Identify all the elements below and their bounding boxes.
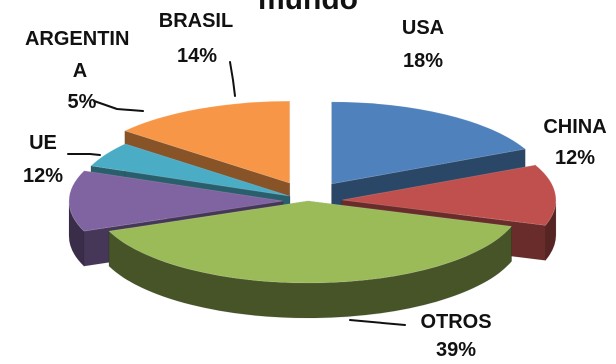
chart-title: mundo bbox=[258, 0, 358, 16]
slice-value-otros: 39% bbox=[436, 339, 476, 359]
slice-label-ue: UE bbox=[29, 132, 57, 154]
pie-slice-brasil-top bbox=[123, 100, 291, 184]
leader-line-ue bbox=[67, 153, 101, 156]
leader-line-brasil bbox=[229, 61, 236, 97]
pie-slice-argentina-top bbox=[90, 143, 291, 197]
slice-value-usa: 18% bbox=[403, 50, 443, 72]
slice-label-argentina: ARGENTIN A bbox=[25, 28, 135, 82]
slice-label-usa: USA bbox=[402, 17, 444, 39]
slice-value-argentina: 5% bbox=[68, 91, 97, 113]
slice-label-argentina-line-1: ARGENTIN bbox=[25, 28, 129, 50]
slice-label-otros: OTROS bbox=[420, 311, 491, 333]
pie-slice-usa-top bbox=[331, 101, 527, 185]
slice-label-argentina-line-2: A bbox=[73, 60, 87, 82]
leader-line-otros bbox=[349, 319, 406, 326]
pie-slice-ue-top bbox=[68, 170, 284, 232]
slice-label-china: CHINA bbox=[543, 116, 606, 138]
pie-slice-otros bbox=[108, 200, 513, 319]
slice-value-china: 12% bbox=[555, 147, 595, 169]
leader-line-argentina bbox=[93, 100, 144, 112]
slice-label-brasil: BRASIL bbox=[159, 10, 233, 32]
slice-value-ue: 12% bbox=[23, 165, 63, 187]
pie-slice-otros-top bbox=[108, 200, 513, 284]
pie-slice-china-top bbox=[341, 164, 557, 226]
slice-value-brasil: 14% bbox=[177, 45, 217, 67]
